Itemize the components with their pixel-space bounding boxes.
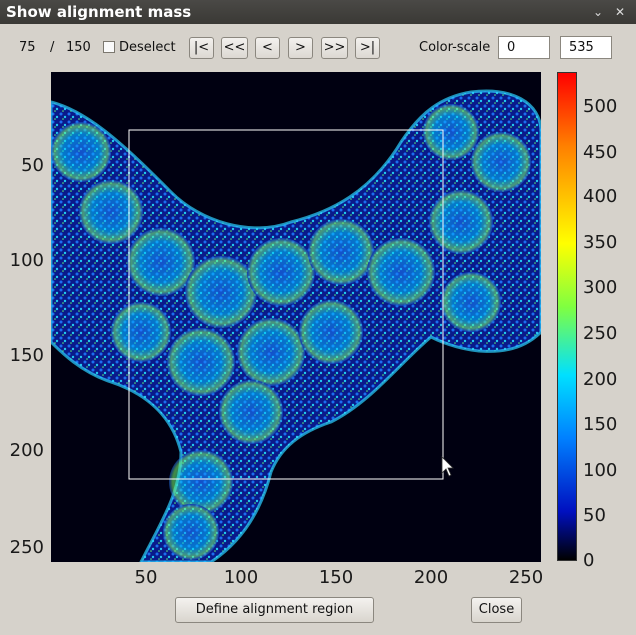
define-region-button[interactable]: Define alignment region [175, 597, 374, 623]
alignment-region-box[interactable] [128, 129, 444, 480]
colorbar-tick: 250 [583, 323, 618, 344]
close-icon[interactable]: ✕ [614, 5, 626, 19]
x-tick: 100 [223, 567, 259, 588]
fast-back-button[interactable]: << [221, 37, 248, 59]
heatmap-image[interactable] [51, 72, 541, 562]
colorbar-tick: 100 [583, 460, 618, 481]
frame-separator: / [50, 40, 55, 55]
color-scale-label: Color-scale [419, 40, 491, 55]
colorbar-tick: 450 [583, 142, 618, 163]
minimize-icon[interactable]: ⌄ [592, 5, 604, 19]
colorbar-tick: 0 [583, 550, 595, 571]
y-tick: 150 [9, 345, 44, 366]
colorbar-tick: 200 [583, 369, 618, 390]
x-tick: 250 [508, 567, 544, 588]
previous-button[interactable]: < [255, 37, 280, 59]
cell-outlines [51, 104, 531, 560]
colorbar-tick: 50 [583, 505, 606, 526]
y-tick: 100 [9, 250, 44, 271]
first-frame-button[interactable]: |< [189, 37, 214, 59]
deselect-checkbox[interactable] [103, 41, 115, 53]
fast-forward-button[interactable]: >> [321, 37, 348, 59]
x-tick: 150 [318, 567, 354, 588]
x-tick: 50 [134, 567, 158, 588]
colorbar-tick: 150 [583, 414, 618, 435]
colorbar [557, 72, 577, 561]
close-button[interactable]: Close [471, 597, 522, 623]
color-max-input[interactable]: 535 [560, 36, 612, 59]
total-frames: 150 [66, 40, 91, 55]
colorbar-tick: 500 [583, 96, 618, 117]
window-title: Show alignment mass [6, 3, 192, 21]
title-bar: Show alignment mass ⌄ ✕ [0, 0, 636, 24]
deselect-label[interactable]: Deselect [119, 40, 176, 55]
colorbar-tick: 350 [583, 232, 618, 253]
current-frame: 75 [19, 40, 36, 55]
y-tick: 250 [9, 537, 44, 558]
x-tick: 200 [413, 567, 449, 588]
colorbar-tick: 300 [583, 277, 618, 298]
y-tick: 200 [9, 440, 44, 461]
next-button[interactable]: > [288, 37, 313, 59]
colorbar-tick: 400 [583, 186, 618, 207]
color-min-input[interactable]: 0 [498, 36, 550, 59]
last-frame-button[interactable]: >| [355, 37, 380, 59]
y-tick: 50 [21, 155, 44, 176]
mouse-cursor-icon [441, 456, 454, 477]
